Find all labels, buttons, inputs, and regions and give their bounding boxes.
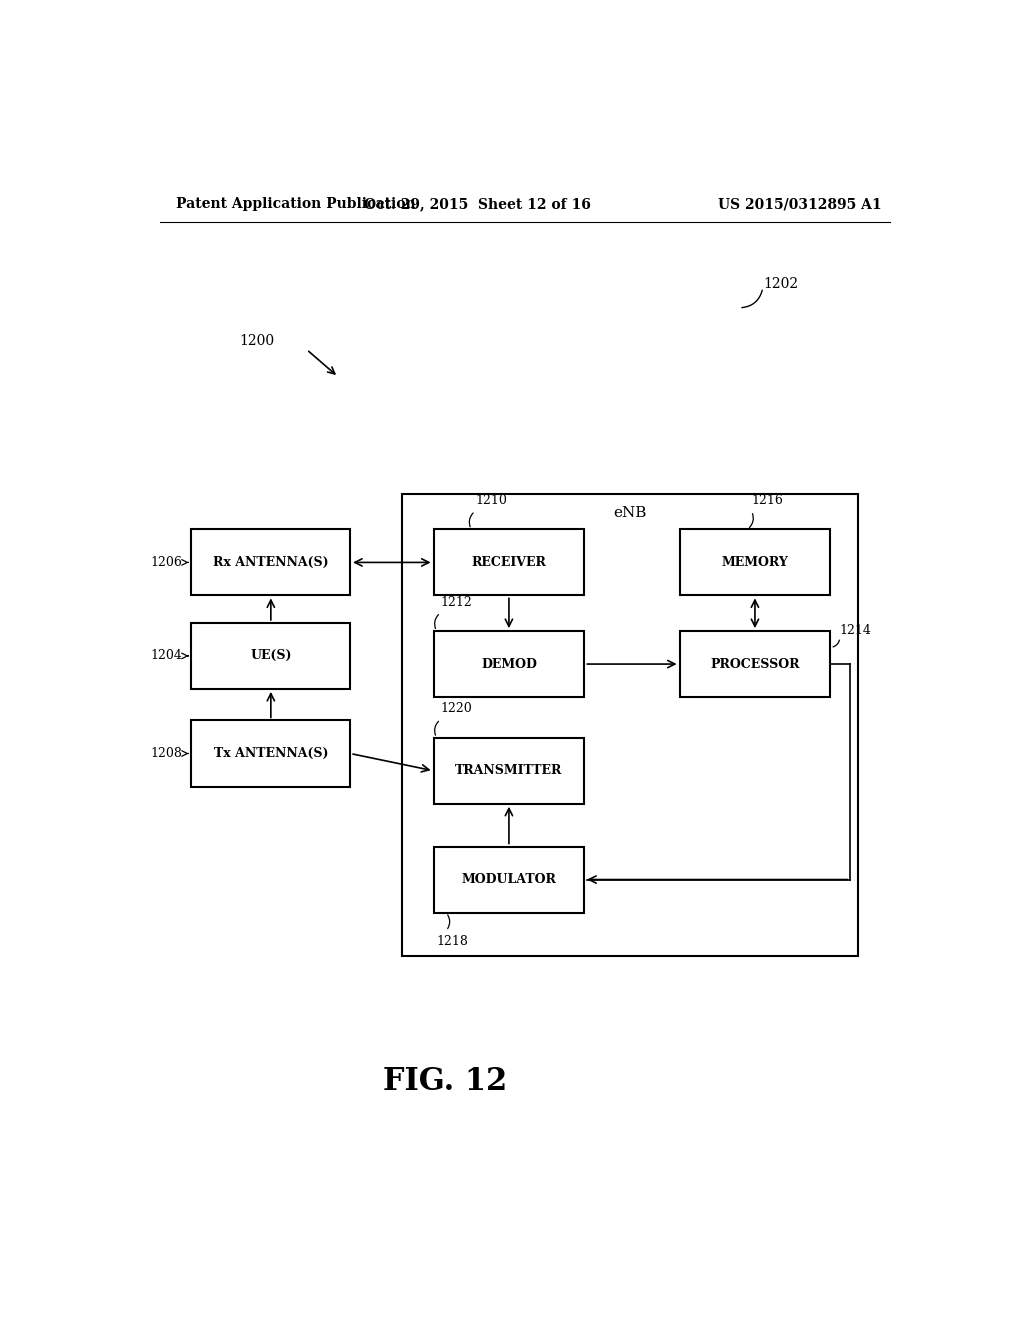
Bar <box>433 529 585 595</box>
Text: 1212: 1212 <box>440 595 472 609</box>
Bar <box>680 529 830 595</box>
Text: PROCESSOR: PROCESSOR <box>711 657 800 671</box>
Text: Oct. 29, 2015  Sheet 12 of 16: Oct. 29, 2015 Sheet 12 of 16 <box>364 197 591 211</box>
Text: US 2015/0312895 A1: US 2015/0312895 A1 <box>718 197 882 211</box>
Text: 1216: 1216 <box>752 494 783 507</box>
Text: RECEIVER: RECEIVER <box>471 556 547 569</box>
Text: 1208: 1208 <box>151 747 182 760</box>
Text: MODULATOR: MODULATOR <box>462 873 556 886</box>
Text: 1210: 1210 <box>475 494 507 507</box>
Bar <box>191 623 350 689</box>
Bar <box>401 494 858 956</box>
Text: MEMORY: MEMORY <box>722 556 788 569</box>
Text: eNB: eNB <box>613 506 646 520</box>
Text: FIG. 12: FIG. 12 <box>383 1065 508 1097</box>
Bar <box>191 529 350 595</box>
Text: 1220: 1220 <box>440 702 472 715</box>
Bar <box>433 631 585 697</box>
Bar <box>433 846 585 912</box>
Text: Patent Application Publication: Patent Application Publication <box>176 197 416 211</box>
Text: 1218: 1218 <box>436 935 468 948</box>
Bar <box>191 721 350 787</box>
Text: 1204: 1204 <box>151 649 182 663</box>
Text: UE(S): UE(S) <box>250 649 292 663</box>
Bar <box>680 631 830 697</box>
Bar <box>433 738 585 804</box>
Text: Tx ANTENNA(S): Tx ANTENNA(S) <box>214 747 328 760</box>
Text: 1206: 1206 <box>151 556 182 569</box>
Text: TRANSMITTER: TRANSMITTER <box>456 764 562 777</box>
Text: 1214: 1214 <box>840 624 871 638</box>
Text: Rx ANTENNA(S): Rx ANTENNA(S) <box>213 556 329 569</box>
Text: 1200: 1200 <box>240 334 274 348</box>
Text: 1202: 1202 <box>763 277 798 292</box>
Text: DEMOD: DEMOD <box>481 657 537 671</box>
